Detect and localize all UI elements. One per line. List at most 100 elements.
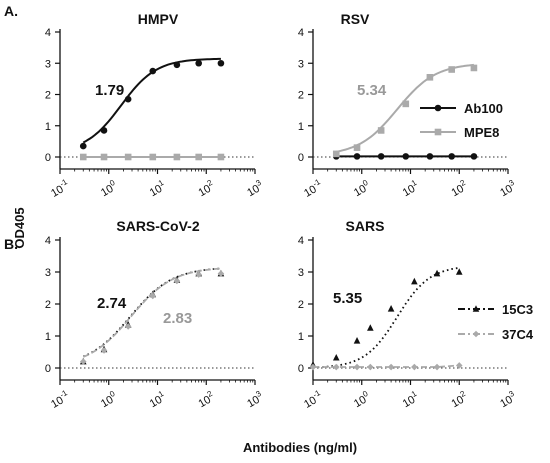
data-point <box>377 127 385 134</box>
x-tick-label: 103 <box>497 178 519 200</box>
data-point <box>79 142 87 150</box>
series-2 <box>79 267 225 365</box>
panel-title: SARS-CoV-2 <box>116 218 199 234</box>
data-point <box>433 269 441 277</box>
panel-title: HMPV <box>138 11 179 27</box>
panel-1: HMPV 0 1 2 3 4 10-1 100 101 102 103 1.79 <box>45 11 266 200</box>
legend: 15C3 37C4 <box>458 302 534 342</box>
legend-label: Ab100 <box>464 101 503 116</box>
y-tick-label: 2 <box>298 299 304 311</box>
x-tick-label: 103 <box>244 178 266 200</box>
legend-marker <box>434 128 442 136</box>
series-37c4 <box>309 362 463 371</box>
x-tick-label: 10-1 <box>48 388 73 411</box>
y-tick-label: 2 <box>45 90 51 102</box>
data-point <box>79 358 87 365</box>
y-tick-label: 4 <box>45 235 51 247</box>
data-point <box>387 305 395 312</box>
x-tick-label: 101 <box>146 178 168 200</box>
series-curve <box>82 267 221 358</box>
y-tick-label: 0 <box>298 363 304 375</box>
legend-label: 15C3 <box>502 302 533 317</box>
data-point <box>411 277 418 285</box>
data-point <box>377 153 385 160</box>
data-point <box>332 363 340 371</box>
legend-label: 37C4 <box>502 327 534 342</box>
data-point <box>402 153 410 160</box>
x-tick-label: 102 <box>195 389 217 411</box>
y-tick-label: 0 <box>298 152 304 164</box>
series-curve <box>312 266 460 369</box>
panel-label-b: B. <box>4 236 18 252</box>
data-point <box>448 153 455 160</box>
data-point <box>402 100 410 108</box>
data-point <box>353 363 361 371</box>
series-2 <box>79 153 225 161</box>
data-point <box>470 64 478 72</box>
data-point <box>470 153 478 160</box>
data-point <box>353 153 361 160</box>
y-tick-label: 1 <box>298 331 304 343</box>
x-axis-label: Antibodies (ng/ml) <box>243 440 357 455</box>
data-point <box>353 144 361 151</box>
data-point <box>195 59 202 67</box>
y-tick-label: 3 <box>298 267 304 279</box>
y-axis-label: OD405 <box>12 207 27 248</box>
y-tick-label: 4 <box>298 235 304 247</box>
ec50-annotation: 5.35 <box>333 290 362 307</box>
ec50-annotation: 2.83 <box>163 310 192 327</box>
series-ab100 <box>332 153 478 160</box>
legend-marker <box>472 330 480 338</box>
data-point <box>332 353 340 361</box>
data-point <box>195 153 202 161</box>
x-tick-label: 100 <box>98 389 120 411</box>
data-point <box>426 74 434 81</box>
panel-label-a: A. <box>4 3 18 19</box>
data-point <box>217 270 225 277</box>
data-point <box>173 277 181 285</box>
y-tick-label: 2 <box>45 299 51 311</box>
panel-3: SARS-CoV-2 0 1 2 3 4 10-1 100 101 102 103 2.74 2.83 <box>45 218 263 411</box>
data-point <box>100 127 108 134</box>
data-point <box>367 363 374 371</box>
legend: Ab100 MPE8 <box>420 101 503 140</box>
ec50-annotation: 2.74 <box>97 295 127 312</box>
panel-4: SARS 0 1 2 3 4 10-1 100 101 102 103 5.35 15C3 37C4 <box>298 218 534 411</box>
data-point <box>367 324 374 331</box>
legend-marker <box>434 104 442 112</box>
y-tick-label: 3 <box>45 267 51 279</box>
data-point <box>455 362 463 369</box>
y-tick-label: 0 <box>45 152 51 164</box>
data-point <box>309 363 317 371</box>
y-tick-label: 2 <box>298 90 304 102</box>
data-point <box>411 363 418 371</box>
x-tick-label: 102 <box>448 178 470 200</box>
x-tick-label: 102 <box>448 389 470 411</box>
series-curve <box>313 364 460 368</box>
ec50-annotation: 1.79 <box>95 82 124 99</box>
data-point <box>455 268 463 275</box>
x-tick-label: 101 <box>146 389 168 411</box>
series-mpe8 <box>332 63 478 158</box>
panel-2: RSV 0 1 2 3 4 10-1 100 101 102 103 5.34 Ab100 MPE8 <box>298 11 519 200</box>
panel-title: SARS <box>346 218 385 234</box>
y-tick-label: 4 <box>298 27 304 39</box>
data-point <box>353 337 361 344</box>
x-tick-label: 101 <box>399 178 421 200</box>
series-1 <box>79 57 225 150</box>
data-point <box>100 153 108 161</box>
data-point <box>387 363 395 371</box>
x-tick-label: 10-1 <box>48 177 73 200</box>
y-tick-label: 3 <box>45 58 51 70</box>
x-tick-label: 100 <box>98 178 120 200</box>
data-point <box>149 153 157 161</box>
y-tick-label: 1 <box>45 331 51 343</box>
data-point <box>195 271 202 278</box>
x-tick-label: 100 <box>351 389 373 411</box>
data-point <box>149 67 157 75</box>
x-tick-label: 100 <box>351 178 373 200</box>
x-tick-label: 10-1 <box>301 388 326 411</box>
data-point <box>433 363 441 371</box>
